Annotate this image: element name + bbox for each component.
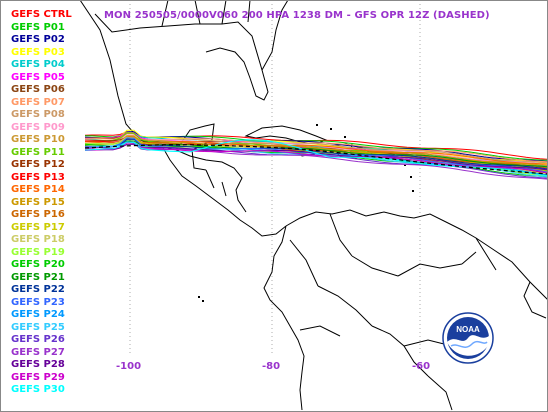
- contour-gefs-p29: [84, 142, 548, 174]
- legend-item: GEFS P09: [11, 121, 65, 133]
- legend-item: GEFS P22: [11, 284, 65, 295]
- legend-item: GEFS P30: [11, 384, 65, 395]
- legend-item: GEFS P03: [11, 46, 65, 58]
- legend-item: GEFS P08: [11, 109, 65, 120]
- ensemble-contours: [84, 129, 548, 180]
- legend-item: GEFS P12: [11, 159, 65, 170]
- map-title: MON 250505/0000V060 200 HPA 1238 DM - GF…: [104, 10, 490, 21]
- longitude-label-60w: -60: [412, 361, 431, 372]
- legend-item: GEFS P04: [11, 59, 65, 70]
- legend-item: GEFS P25: [11, 321, 65, 333]
- legend-item: GEFS CTRL: [11, 9, 72, 20]
- contour-gefs-p16: [85, 138, 548, 169]
- legend-item: GEFS P26: [11, 334, 65, 345]
- legend-item: GEFS P29: [11, 371, 65, 383]
- legend-item: GEFS P15: [11, 196, 65, 208]
- legend-item: GEFS P17: [11, 221, 65, 233]
- noaa-logo-text: NOAA: [456, 325, 480, 334]
- longitude-gridlines: [129, 0, 421, 355]
- island-markers: [198, 124, 414, 302]
- legend-item: GEFS P02: [11, 34, 65, 45]
- legend-item: GEFS P13: [11, 171, 65, 183]
- legend-item: GEFS P14: [11, 184, 65, 195]
- legend-item: GEFS P27: [11, 346, 65, 358]
- gfs-opr-contour: [84, 144, 548, 175]
- legend-item: GEFS P23: [11, 296, 65, 308]
- legend-item: GEFS P24: [11, 309, 65, 320]
- contour-gefs-p15: [84, 135, 548, 166]
- legend-item: GEFS P05: [11, 71, 65, 83]
- legend-item: GEFS P01: [11, 21, 65, 33]
- legend-item: GEFS P19: [11, 246, 65, 258]
- legend-item: GEFS P11: [11, 146, 65, 158]
- legend-item: GEFS P28: [11, 359, 65, 370]
- noaa-logo: NOAA: [442, 312, 494, 364]
- legend-item: GEFS P18: [11, 234, 65, 245]
- longitude-label-100w: -100: [116, 361, 142, 372]
- member-legend: GEFS CTRL GEFS P01 GEFS P02 GEFS P03 GEFS P0…: [11, 9, 72, 397]
- legend-item: GEFS P06: [11, 84, 65, 95]
- legend-item: GEFS P16: [11, 209, 65, 220]
- legend-item: GEFS P07: [11, 96, 65, 108]
- legend-item: GEFS P10: [11, 134, 65, 145]
- legend-item: GEFS P21: [11, 271, 65, 283]
- longitude-label-80w: -80: [262, 361, 281, 372]
- legend-item: GEFS P20: [11, 259, 65, 270]
